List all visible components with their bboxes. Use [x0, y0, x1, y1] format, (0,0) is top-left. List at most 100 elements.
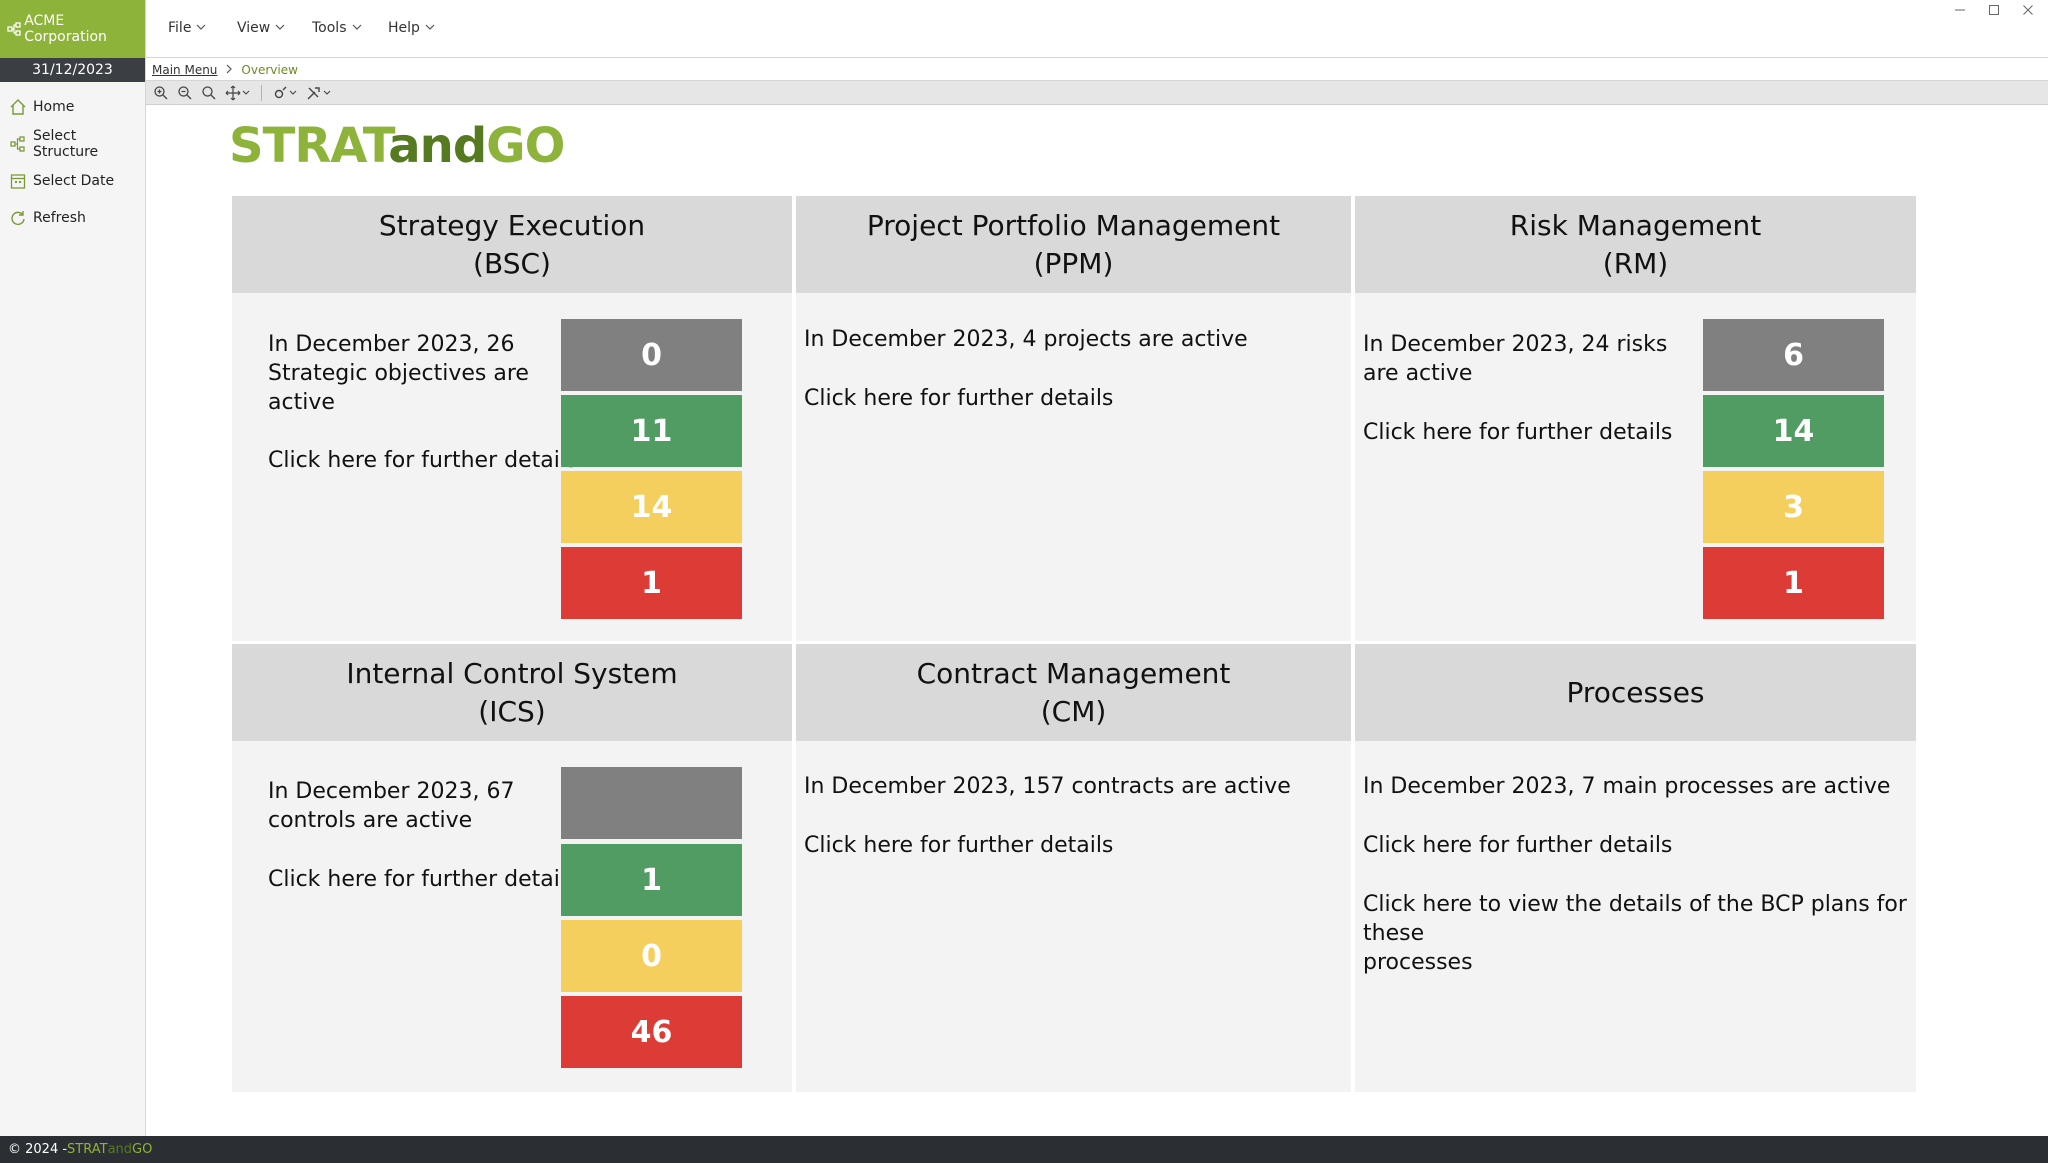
breadcrumb-current: Overview [241, 62, 298, 77]
summary-line: In December 2023, 24 risks [1363, 332, 1668, 357]
details-link[interactable]: Click here for further details [268, 448, 578, 473]
card-subtitle: (ICS) [478, 694, 546, 728]
details-link[interactable]: Click here for further details [268, 867, 578, 892]
menu-help[interactable]: Help [388, 20, 435, 36]
sidebar-item-refresh[interactable]: Refresh [0, 199, 145, 236]
home-icon [9, 98, 27, 116]
status-count-yellow[interactable]: 14 [561, 471, 742, 543]
sidebar: ACME Corporation 31/12/2023 Home Select … [0, 0, 146, 1136]
card-title: Internal Control System [346, 656, 678, 690]
chevron-right-icon [225, 63, 233, 77]
menu-label: View [237, 20, 271, 36]
breadcrumb-main-menu[interactable]: Main Menu [152, 62, 218, 77]
structure-icon [9, 135, 27, 153]
logo-part: GO [486, 118, 565, 174]
card-header: Internal Control System (ICS) [232, 644, 792, 741]
settings-button[interactable] [271, 84, 299, 102]
card-header: Project Portfolio Management (PPM) [796, 196, 1351, 293]
card-title: Project Portfolio Management [866, 208, 1281, 242]
status-count-grey[interactable] [561, 767, 742, 839]
summary-line: active [268, 390, 335, 415]
chevron-down-icon [197, 24, 206, 30]
card-subtitle: (CM) [1040, 694, 1107, 728]
menu-view[interactable]: View [237, 20, 285, 36]
status-count-red[interactable]: 46 [561, 996, 742, 1068]
company-name: ACME Corporation [24, 13, 107, 45]
status-count-yellow[interactable]: 3 [1703, 471, 1884, 543]
card-risk-management: Risk Management (RM) In December 2023, 2… [1355, 196, 1916, 641]
card-header: Risk Management (RM) [1355, 196, 1916, 293]
card-summary: In December 2023, 157 contracts are acti… [804, 774, 1291, 799]
menu-label: File [168, 20, 192, 36]
maximize-icon [1989, 5, 1999, 15]
logo-part: and [388, 118, 487, 174]
menu-label: Tools [312, 20, 347, 36]
minimize-button[interactable] [1954, 4, 1966, 20]
status-count-red[interactable]: 1 [561, 547, 742, 619]
sidebar-item-select-structure[interactable]: Select Structure [0, 125, 145, 162]
footer-brand: and [107, 1142, 133, 1157]
card-title: Risk Management [1509, 208, 1762, 242]
details-link[interactable]: Click here for further details [804, 386, 1114, 411]
summary-line: Strategic objectives are [268, 361, 529, 386]
card-header: Processes [1355, 644, 1916, 741]
sidebar-item-select-date[interactable]: Select Date [0, 162, 145, 199]
summary-line: are active [1363, 361, 1473, 386]
card-internal-control: Internal Control System (ICS) In Decembe… [232, 644, 792, 1092]
summary-line: controls are active [268, 808, 473, 833]
menu-label: Help [388, 20, 420, 36]
status-count-yellow[interactable]: 0 [561, 920, 742, 992]
card-header: Contract Management (CM) [796, 644, 1351, 741]
status-count-green[interactable]: 14 [1703, 395, 1884, 467]
footer-brand: GO [132, 1142, 153, 1157]
card-title: Processes [1566, 675, 1705, 709]
chevron-down-icon [275, 24, 285, 30]
strat-and-go-logo: STRATandGO [229, 118, 565, 174]
details-link[interactable]: Click here for further details [1363, 833, 1673, 858]
card-subtitle: (PPM) [1033, 246, 1114, 280]
close-icon [2023, 5, 2033, 15]
org-structure-icon [6, 21, 21, 37]
pan-button[interactable] [224, 84, 252, 102]
toolbar [146, 81, 2048, 105]
menu-file[interactable]: File [168, 20, 206, 36]
close-button[interactable] [2022, 4, 2034, 20]
card-subtitle: (BSC) [473, 246, 551, 280]
refresh-icon [9, 209, 27, 227]
chevron-down-icon [425, 24, 435, 30]
breadcrumb: Main Menu Overview [146, 59, 2048, 81]
zoom-icon [202, 85, 216, 99]
footer-brand: STRAT [67, 1142, 108, 1157]
card-contract-management: Contract Management (CM) In December 202… [796, 644, 1351, 1092]
zoom-in-icon [154, 85, 168, 99]
details-link[interactable]: Click here for further details [1363, 420, 1673, 445]
company-selector[interactable]: ACME Corporation [0, 0, 145, 58]
logo-part: STRAT [229, 118, 389, 174]
card-strategy-execution: Strategy Execution (BSC) In December 202… [232, 196, 792, 641]
zoom-in-button[interactable] [152, 84, 170, 102]
card-title: Strategy Execution [378, 208, 646, 242]
menu-tools[interactable]: Tools [312, 20, 362, 36]
card-summary: In December 2023, 26 Strategic objective… [268, 330, 529, 417]
status-count-green[interactable]: 1 [561, 844, 742, 916]
wrench-icon [307, 86, 331, 99]
status-count-green[interactable]: 11 [561, 395, 742, 467]
details-link[interactable]: Click here for further details [804, 833, 1114, 858]
toolbar-separator [261, 84, 262, 101]
sidebar-item-home[interactable]: Home [0, 88, 145, 125]
status-count-grey[interactable]: 6 [1703, 319, 1884, 391]
bcp-plans-link[interactable]: Click here to view the details of the BC… [1363, 890, 1916, 977]
zoom-reset-button[interactable] [200, 84, 218, 102]
gear-icon [274, 86, 297, 98]
tools-button[interactable] [305, 84, 333, 102]
link-line: Click here to view the details of the BC… [1363, 892, 1907, 946]
status-count-red[interactable]: 1 [1703, 547, 1884, 619]
copyright-text: © 2024 - [8, 1142, 68, 1157]
maximize-button[interactable] [1988, 4, 2000, 20]
zoom-out-button[interactable] [176, 84, 194, 102]
card-subtitle: (RM) [1602, 246, 1669, 280]
status-count-grey[interactable]: 0 [561, 319, 742, 391]
card-project-portfolio: Project Portfolio Management (PPM) In De… [796, 196, 1351, 641]
card-summary: In December 2023, 7 main processes are a… [1363, 774, 1891, 799]
date-display[interactable]: 31/12/2023 [0, 58, 145, 82]
